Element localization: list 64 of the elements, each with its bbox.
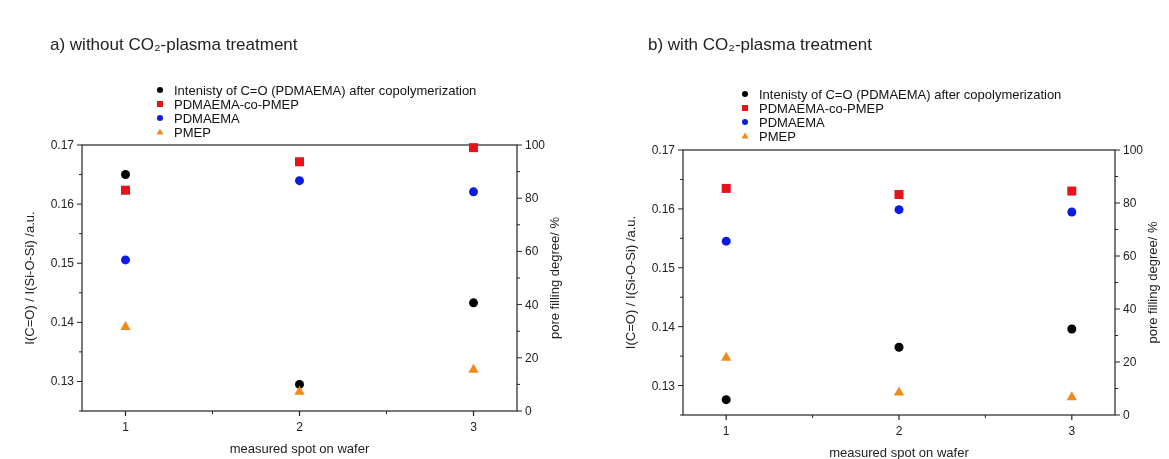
y2-tick-label: 40 — [525, 297, 539, 312]
legend-label: PMEP — [174, 124, 211, 140]
point — [295, 157, 304, 167]
x-tick-label: 1 — [122, 420, 130, 434]
point — [721, 395, 731, 405]
point — [894, 342, 904, 352]
point — [468, 363, 479, 373]
y-tick-label: 0.14 — [651, 319, 676, 334]
y-tick-label: 0.16 — [651, 201, 676, 216]
point — [469, 298, 478, 308]
point — [893, 386, 905, 396]
x-axis-title: measured spot on wafer — [829, 445, 970, 459]
x-tick-label: 2 — [296, 420, 304, 434]
legend-label: Intenisty of C=O (PDMAEMA) after copolymerization — [759, 86, 1062, 102]
y-tick-label: 0.16 — [50, 197, 75, 212]
point — [894, 205, 904, 215]
y2-tick-label: 0 — [525, 404, 532, 418]
y2-tick-label: 80 — [525, 191, 539, 206]
legend-label: PMEP — [759, 128, 796, 144]
y-tick-label: 0.13 — [50, 374, 75, 389]
x-tick-label: 2 — [895, 424, 903, 438]
y2-axis-title: pore filling degree/ % — [547, 216, 562, 340]
y-axis-title: I(C=O) / I(Si-O-Si) /a.u. — [623, 215, 638, 350]
y2-tick-label: 60 — [1123, 249, 1137, 263]
y2-tick-label: 100 — [1123, 143, 1144, 157]
point — [295, 176, 304, 186]
point — [121, 185, 130, 195]
y2-tick-label: 60 — [525, 244, 539, 259]
y-tick-label: 0.17 — [651, 143, 676, 157]
point — [721, 183, 731, 193]
point — [721, 351, 732, 361]
y2-tick-label: 20 — [1123, 355, 1137, 369]
y-tick-label: 0.17 — [50, 138, 75, 152]
y2-tick-label: 0 — [1123, 408, 1130, 422]
point — [721, 236, 731, 246]
point — [469, 143, 478, 153]
x-tick-label: 3 — [1068, 424, 1076, 438]
y-axis-title: I(C=O) / I(Si-O-Si) /a.u. — [22, 211, 37, 345]
y-tick-label: 0.15 — [651, 260, 676, 275]
chart-title: a) without CO₂-plasma treatment — [50, 35, 298, 54]
y-tick-label: 0.15 — [50, 256, 75, 271]
point — [469, 187, 478, 197]
legend-label: PDMAEMA — [759, 114, 826, 130]
point — [1067, 207, 1077, 217]
point — [120, 321, 131, 331]
x-axis-title: measured spot on wafer — [229, 441, 370, 456]
y2-tick-label: 20 — [525, 350, 539, 365]
y2-axis-title: pore filling degree/ % — [1145, 221, 1160, 344]
point — [121, 170, 130, 180]
y2-tick-label: 40 — [1123, 302, 1137, 316]
legend-label: PDMAEMA — [174, 110, 241, 126]
point — [1067, 186, 1077, 196]
x-tick-label: 1 — [722, 424, 730, 438]
y-tick-label: 0.13 — [651, 378, 676, 393]
y2-tick-label: 80 — [1123, 196, 1137, 210]
legend-label: Intenisty of C=O (PDMAEMA) after copolymerization — [174, 82, 477, 98]
point — [894, 190, 904, 200]
y2-tick-label: 100 — [525, 138, 546, 152]
x-tick-label: 3 — [470, 420, 478, 434]
point — [294, 385, 305, 395]
y-tick-label: 0.14 — [50, 315, 75, 330]
chart-title: b) with CO₂-plasma treatment — [648, 35, 873, 54]
point — [1067, 324, 1077, 334]
point — [121, 255, 130, 265]
